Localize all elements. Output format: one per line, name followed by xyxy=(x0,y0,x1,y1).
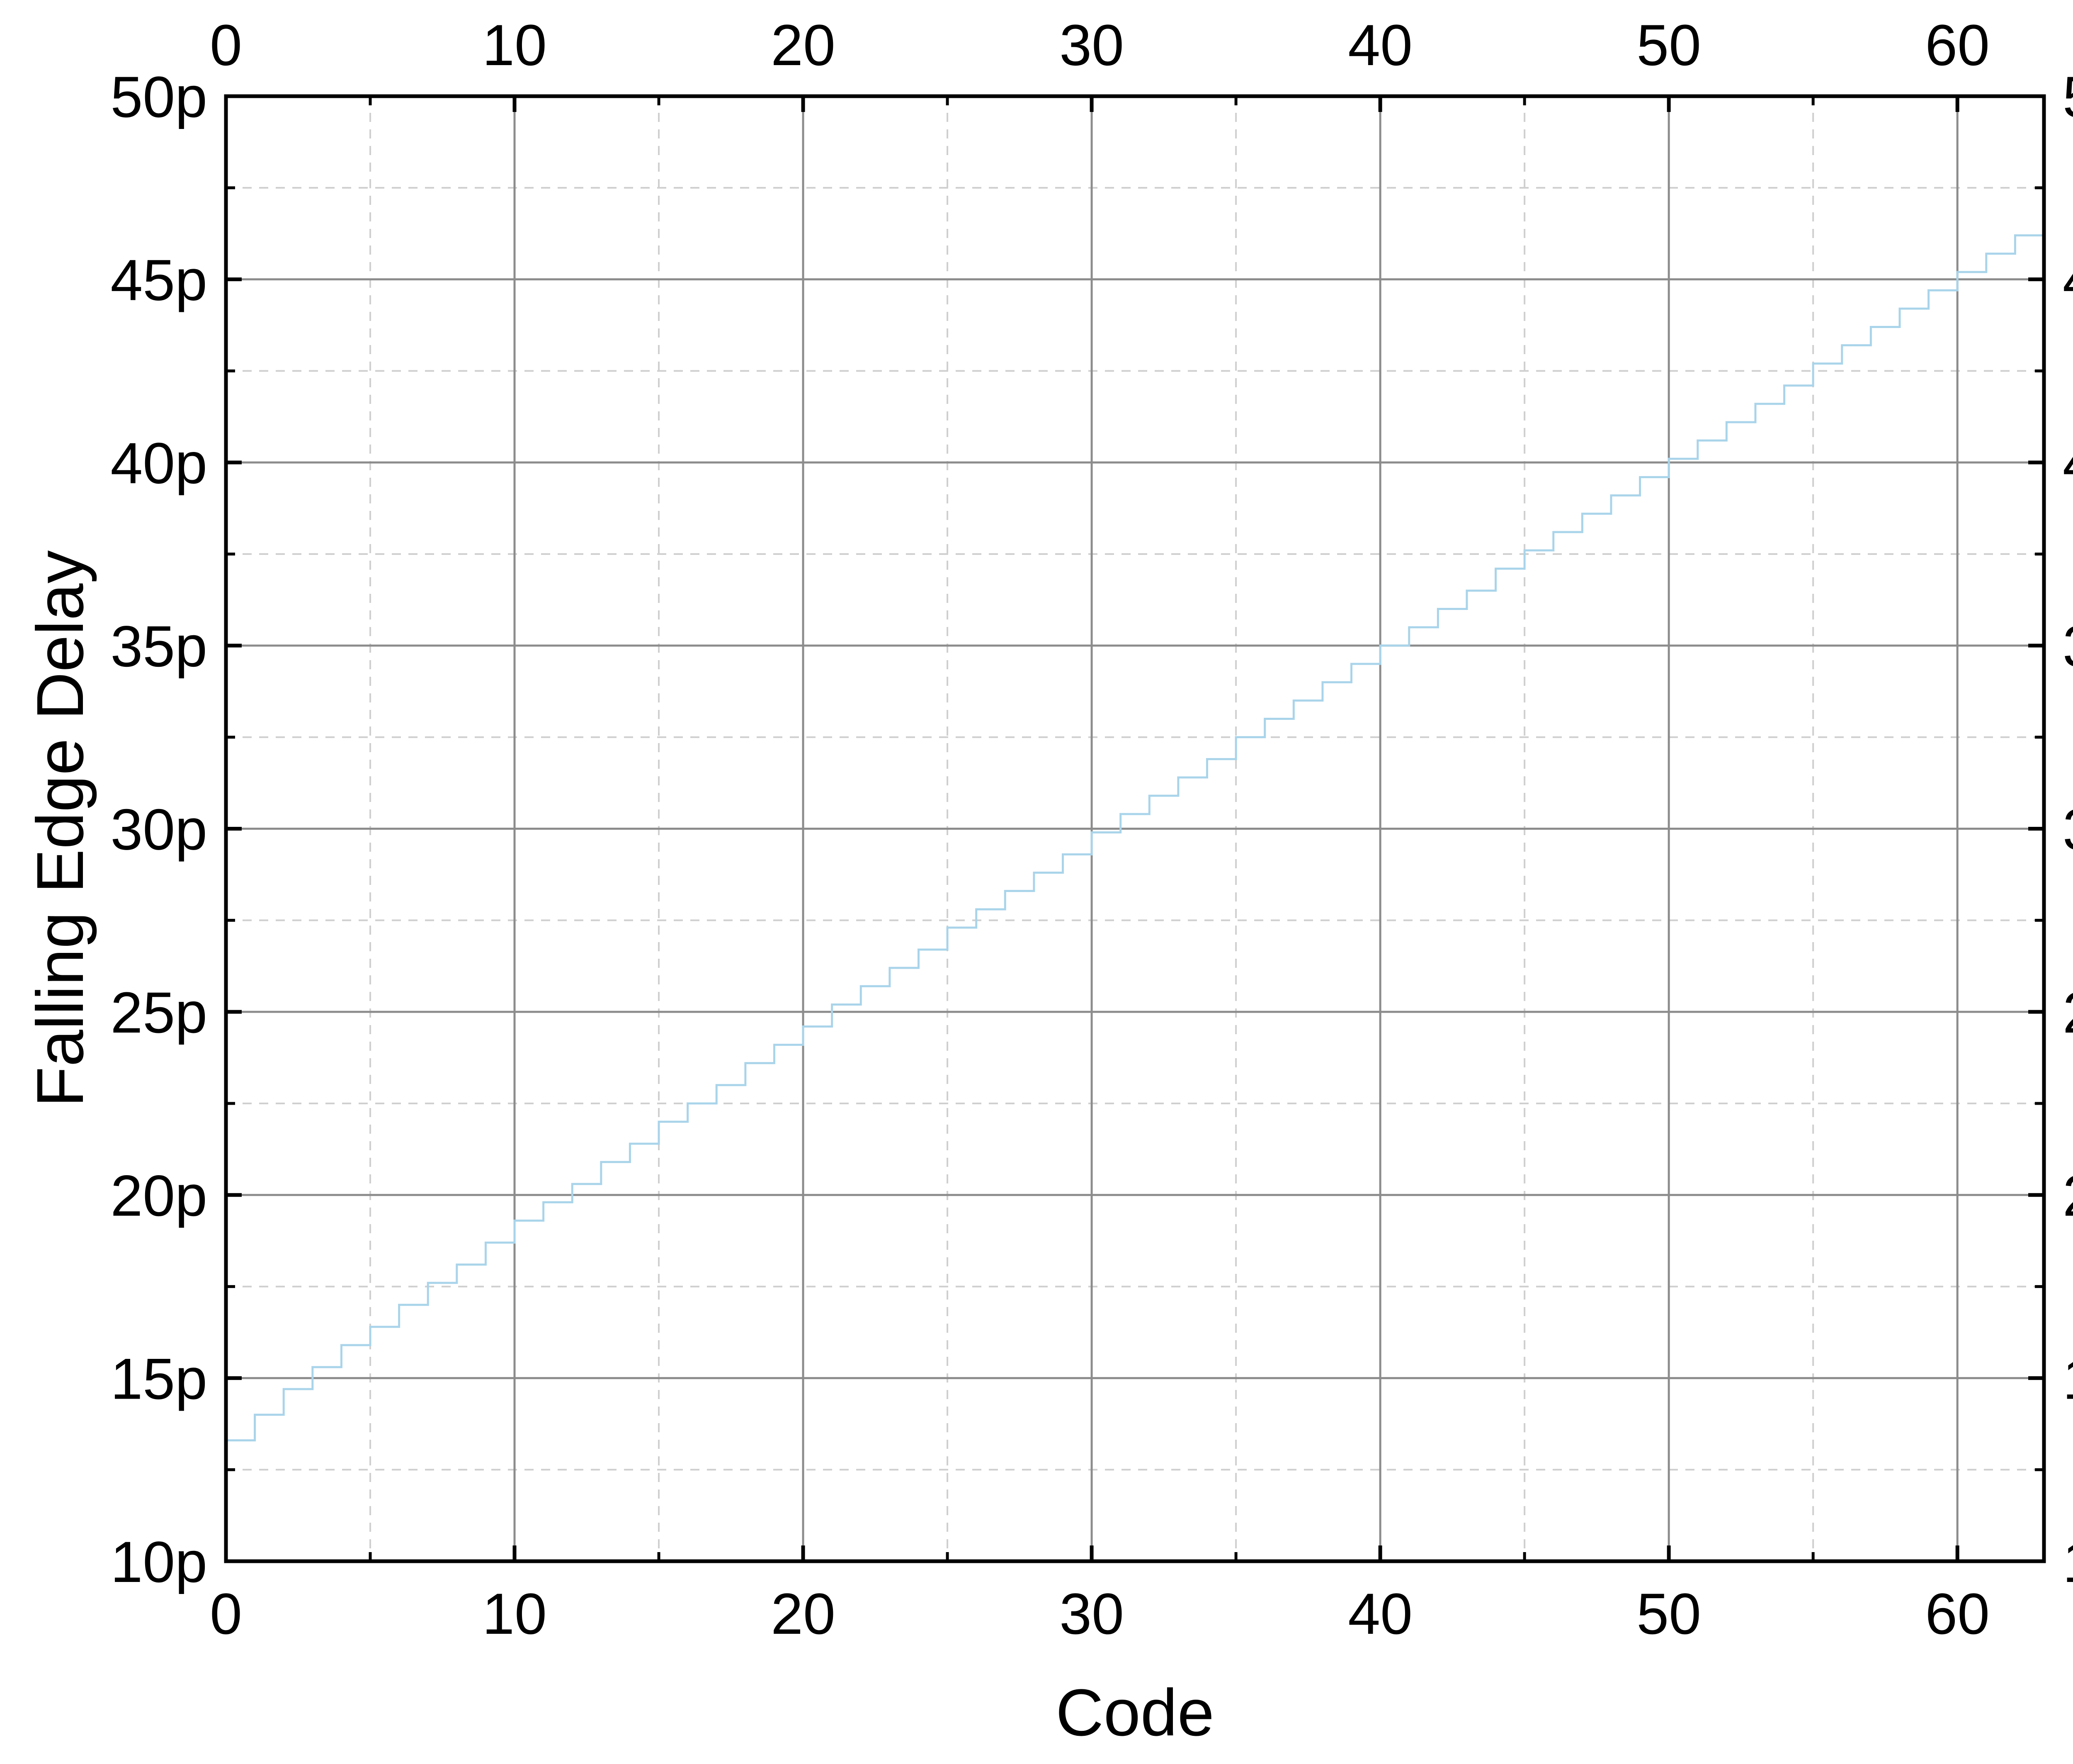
y-tick-label-left: 10p xyxy=(110,1529,207,1594)
x-tick-label-bottom: 30 xyxy=(1059,1581,1124,1646)
y-tick-label-left: 35p xyxy=(110,614,207,679)
series-line xyxy=(226,234,2044,1442)
x-tick-label-top: 60 xyxy=(1925,12,1990,78)
y-tick-label-right: 30p xyxy=(2063,797,2073,862)
series-layer xyxy=(226,234,2044,1442)
y-tick-label-left: 50p xyxy=(110,64,207,129)
y-tick-label-left: 25p xyxy=(110,980,207,1045)
x-tick-label-top: 40 xyxy=(1348,12,1413,78)
y-tick-label-right: 20p xyxy=(2063,1163,2073,1228)
x-tick-label-top: 20 xyxy=(771,12,835,78)
y-tick-label-right: 40p xyxy=(2063,430,2073,496)
x-tick-label-top: 30 xyxy=(1059,12,1124,78)
y-tick-label-right: 45p xyxy=(2063,248,2073,313)
x-axis-label: Code xyxy=(1056,1675,1214,1749)
x-tick-label-bottom: 20 xyxy=(771,1581,835,1646)
y-tick-label-left: 45p xyxy=(110,248,207,313)
x-tick-label-top: 10 xyxy=(482,12,547,78)
major-grid xyxy=(226,96,2044,1561)
tick-marks xyxy=(224,94,2044,1563)
y-tick-label-right: 50p xyxy=(2063,64,2073,129)
x-tick-label-top: 0 xyxy=(210,12,242,78)
y-tick-label-right: 35p xyxy=(2063,614,2073,679)
y-tick-label-left: 30p xyxy=(110,797,207,862)
y-tick-label-right: 10p xyxy=(2063,1529,2073,1594)
x-tick-label-top: 50 xyxy=(1636,12,1701,78)
y-tick-label-left: 15p xyxy=(110,1346,207,1411)
y-tick-label-right: 25p xyxy=(2063,980,2073,1045)
y-tick-label-left: 40p xyxy=(110,430,207,496)
x-tick-label-bottom: 0 xyxy=(210,1581,242,1646)
x-tick-label-bottom: 10 xyxy=(482,1581,547,1646)
y-tick-label-right: 15p xyxy=(2063,1346,2073,1411)
x-tick-label-bottom: 40 xyxy=(1348,1581,1413,1646)
x-tick-label-bottom: 50 xyxy=(1636,1581,1701,1646)
x-tick-label-bottom: 60 xyxy=(1925,1581,1990,1646)
tick-labels: 0 0 10 10 20 20 30 30 40 40 50 50 60 60 10p 10p 15p 15p 20… xyxy=(110,12,2073,1646)
y-tick-label-left: 20p xyxy=(110,1163,207,1228)
y-axis-label: Falling Edge Delay xyxy=(23,550,97,1107)
